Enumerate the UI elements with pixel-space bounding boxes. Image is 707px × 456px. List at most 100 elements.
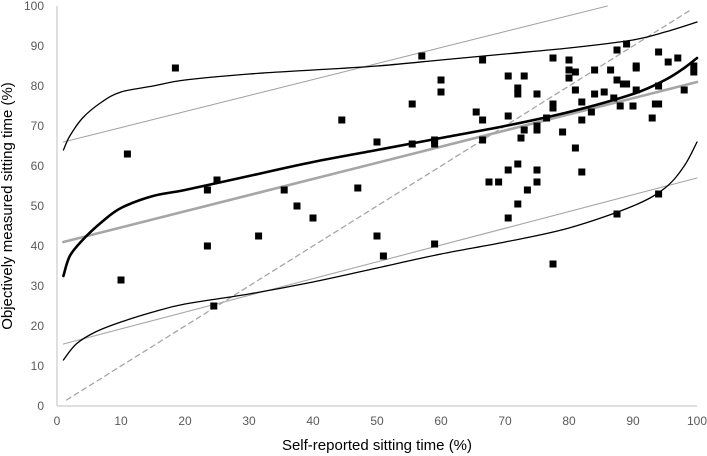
data-point: [123, 150, 131, 158]
data-point: [623, 40, 631, 48]
data-points: [117, 40, 698, 310]
data-point: [520, 72, 528, 80]
axes: [56, 6, 697, 407]
y-tick-label: 100: [24, 0, 44, 13]
nonlinear-lower-limit-line: [62, 141, 698, 361]
data-point: [578, 98, 586, 106]
x-tick-label: 100: [687, 414, 707, 428]
fit-lines: [62, 5, 699, 401]
data-point: [690, 62, 698, 70]
data-point: [293, 202, 301, 210]
data-point: [431, 136, 439, 144]
data-point: [664, 58, 672, 66]
data-point: [680, 86, 688, 94]
data-point: [632, 64, 640, 72]
x-tick-label: 0: [54, 414, 61, 428]
data-point: [437, 76, 445, 84]
data-point: [571, 68, 579, 76]
data-point: [591, 66, 599, 74]
y-tick-label: 90: [31, 39, 45, 53]
data-point: [338, 116, 346, 124]
data-point: [418, 52, 426, 60]
data-point: [379, 252, 387, 260]
data-point: [533, 178, 541, 186]
data-point: [559, 128, 567, 136]
data-point: [600, 88, 608, 96]
data-point: [549, 100, 557, 108]
data-point: [543, 114, 551, 122]
x-axis-title: Self-reported sitting time (%): [282, 437, 472, 454]
data-point: [655, 100, 663, 108]
data-point: [549, 260, 557, 268]
data-point: [607, 66, 615, 74]
data-point: [533, 166, 541, 174]
data-point: [655, 190, 663, 198]
x-tick-label: 30: [242, 414, 256, 428]
data-point: [565, 56, 573, 64]
x-tick-label: 60: [434, 414, 448, 428]
data-point: [533, 90, 541, 98]
data-point: [203, 186, 211, 194]
data-point: [354, 184, 362, 192]
y-tick-label: 80: [31, 79, 45, 93]
data-point: [613, 46, 621, 54]
data-point: [280, 186, 288, 194]
x-tick-label: 40: [306, 414, 320, 428]
data-point: [629, 102, 637, 110]
data-point: [623, 80, 631, 88]
data-point: [578, 168, 586, 176]
data-point: [655, 48, 663, 56]
x-tick-label: 70: [498, 414, 512, 428]
data-point: [648, 114, 656, 122]
data-point: [514, 90, 522, 98]
linear-upper-limit-line: [62, 5, 608, 143]
y-axis-title: Objectively measured sitting time (%): [0, 82, 16, 330]
y-tick-label: 60: [31, 159, 45, 173]
data-point: [472, 108, 480, 116]
data-point: [571, 144, 579, 152]
y-tick-label: 0: [37, 399, 44, 413]
data-point: [571, 86, 579, 94]
y-tick-label: 30: [31, 279, 45, 293]
data-point: [373, 232, 381, 240]
data-point: [309, 214, 317, 222]
data-point: [533, 126, 541, 134]
data-point: [117, 276, 125, 284]
y-tick-label: 40: [31, 239, 45, 253]
data-point: [408, 140, 416, 148]
data-point: [504, 72, 512, 80]
data-point: [674, 54, 682, 62]
data-point: [514, 200, 522, 208]
data-point: [549, 104, 557, 112]
data-point: [504, 214, 512, 222]
y-tick-label: 10: [31, 359, 45, 373]
identity-line: [65, 9, 692, 401]
x-tick-label: 20: [178, 414, 192, 428]
data-point: [479, 136, 487, 144]
data-point: [431, 140, 439, 148]
linear-lower-limit-line: [62, 177, 698, 345]
data-point: [479, 116, 487, 124]
data-point: [549, 54, 557, 62]
data-point: [171, 64, 179, 72]
data-point: [613, 76, 621, 84]
nonlinear-upper-limit-line: [62, 21, 698, 151]
data-point: [616, 102, 624, 110]
data-point: [255, 232, 263, 240]
x-tick-label: 90: [626, 414, 640, 428]
data-point: [632, 86, 640, 94]
data-point: [514, 160, 522, 168]
data-point: [504, 112, 512, 120]
y-tick-label: 50: [31, 199, 45, 213]
data-point: [517, 134, 525, 142]
x-tick-label: 10: [114, 414, 128, 428]
data-point: [485, 178, 493, 186]
data-point: [210, 302, 218, 310]
data-point: [203, 242, 211, 250]
x-tick-label: 50: [370, 414, 384, 428]
data-point: [587, 108, 595, 116]
data-point: [613, 210, 621, 218]
data-point: [523, 186, 531, 194]
